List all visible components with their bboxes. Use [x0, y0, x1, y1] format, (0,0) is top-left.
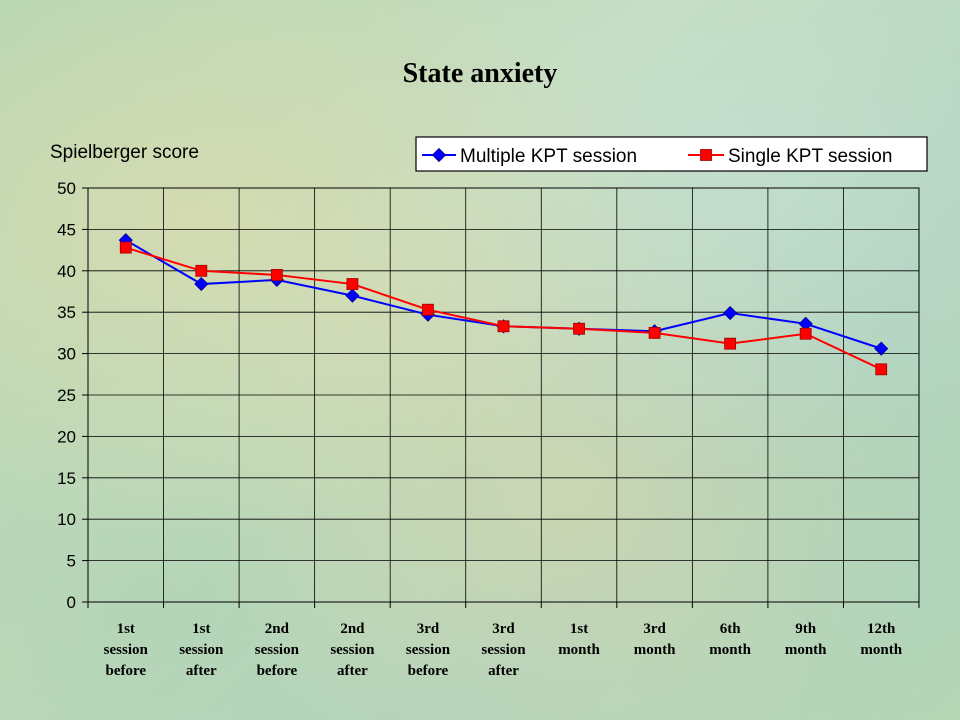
data-point — [194, 276, 209, 292]
data-point — [345, 288, 360, 303]
legend-marker — [431, 147, 447, 163]
data-point — [119, 241, 132, 254]
x-tick-label: 2nd session after — [330, 621, 375, 679]
x-tick-label: 12th month — [860, 621, 902, 658]
y-tick-label: 5 — [67, 552, 76, 571]
y-tick-label: 45 — [57, 220, 76, 239]
y-tick-label: 0 — [67, 593, 76, 612]
legend-entry: Multiple KPT session — [422, 146, 637, 167]
y-tick-label: 35 — [57, 303, 76, 322]
x-tick-label: 3rd session after — [481, 621, 526, 679]
x-tick-label: 6th month — [709, 621, 751, 658]
grid-lines — [88, 188, 919, 602]
series-2 — [119, 241, 888, 376]
legend: Multiple KPT session Single KPT session — [415, 136, 928, 172]
legend-box — [415, 136, 928, 172]
data-point — [875, 363, 888, 376]
data-point — [346, 278, 359, 290]
data-point — [724, 337, 737, 350]
y-axis-label: Spielberger score — [50, 142, 199, 163]
y-tick-label: 30 — [57, 345, 76, 364]
series-layer — [118, 233, 889, 376]
y-tick-label: 25 — [57, 386, 76, 405]
y-tick-label: 40 — [57, 262, 76, 281]
data-point — [573, 322, 585, 335]
data-point — [195, 264, 208, 277]
legend-marker — [700, 149, 712, 161]
x-tick-label: 1st session before — [104, 621, 149, 679]
legend-label: Multiple KPT session — [460, 146, 637, 167]
y-tick-label: 50 — [57, 179, 76, 198]
data-point — [723, 305, 738, 321]
y-tick-label: 10 — [57, 510, 76, 529]
series-1 — [118, 233, 889, 356]
data-point — [799, 327, 812, 340]
legend-entry: Single KPT session — [688, 146, 892, 167]
x-tick-label: 1st month — [558, 621, 600, 658]
data-point — [648, 326, 661, 339]
data-point — [422, 303, 434, 316]
x-axis-ticks: 1st session before 1st session after 2nd sessio… — [87, 602, 920, 679]
x-tick-label: 2nd session before — [255, 621, 300, 679]
data-point — [270, 269, 283, 281]
chart-title: State anxiety — [403, 58, 558, 89]
data-point — [497, 320, 510, 333]
x-tick-label: 3rd session before — [406, 621, 451, 679]
legend-label: Single KPT session — [728, 146, 892, 167]
x-tick-label: 3rd month — [634, 621, 676, 658]
data-point — [874, 341, 889, 356]
x-tick-label: 1st session after — [179, 621, 224, 679]
y-axis-ticks: 0 5 10 15 20 25 30 35 40 45 50 — [57, 179, 88, 612]
y-tick-label: 15 — [57, 469, 76, 488]
x-tick-label: 9th month — [785, 621, 827, 658]
y-tick-label: 20 — [57, 427, 76, 446]
